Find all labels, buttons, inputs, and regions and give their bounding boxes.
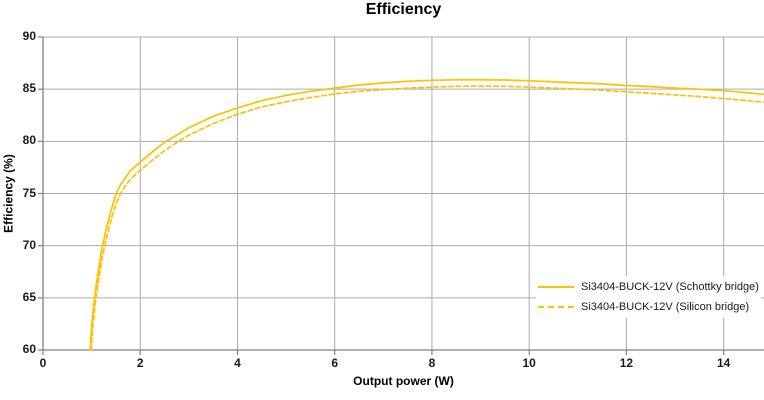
dashed-line-swatch — [538, 306, 574, 308]
y-tick-label: 70 — [22, 237, 36, 252]
legend: Si3404-BUCK-12V (Schottky bridge) Si3404… — [536, 276, 761, 318]
legend-label: Si3404-BUCK-12V (Schottky bridge) — [581, 281, 759, 293]
x-tick-label: 10 — [522, 356, 536, 370]
x-tick-label: 14 — [716, 356, 731, 370]
chart-title: Efficiency — [365, 1, 442, 18]
solid-line-swatch — [538, 286, 574, 288]
y-tick-label: 80 — [22, 133, 36, 148]
x-axis-title: Output power (W) — [353, 374, 454, 388]
legend-entry-schottky: Si3404-BUCK-12V (Schottky bridge) — [538, 281, 759, 293]
y-tick-label: 60 — [22, 342, 36, 356]
legend-entry-silicon: Si3404-BUCK-12V (Silicon bridge) — [538, 301, 759, 313]
y-tick-label: 75 — [22, 185, 36, 200]
series-line-silicon — [90, 85, 764, 351]
x-tick-label: 0 — [39, 356, 47, 370]
x-tick-label: 8 — [428, 356, 436, 370]
legend-label: Si3404-BUCK-12V (Silicon bridge) — [581, 301, 750, 313]
y-tick-label: 85 — [22, 81, 36, 96]
y-tick-label: 65 — [22, 289, 36, 304]
y-tick-label: 90 — [22, 29, 36, 43]
series-line-schottky — [89, 78, 764, 351]
x-tick-label: 4 — [234, 356, 241, 370]
x-tick-label: 6 — [331, 356, 339, 370]
x-tick-label: 2 — [136, 356, 144, 370]
x-tick-label: 12 — [619, 356, 634, 370]
